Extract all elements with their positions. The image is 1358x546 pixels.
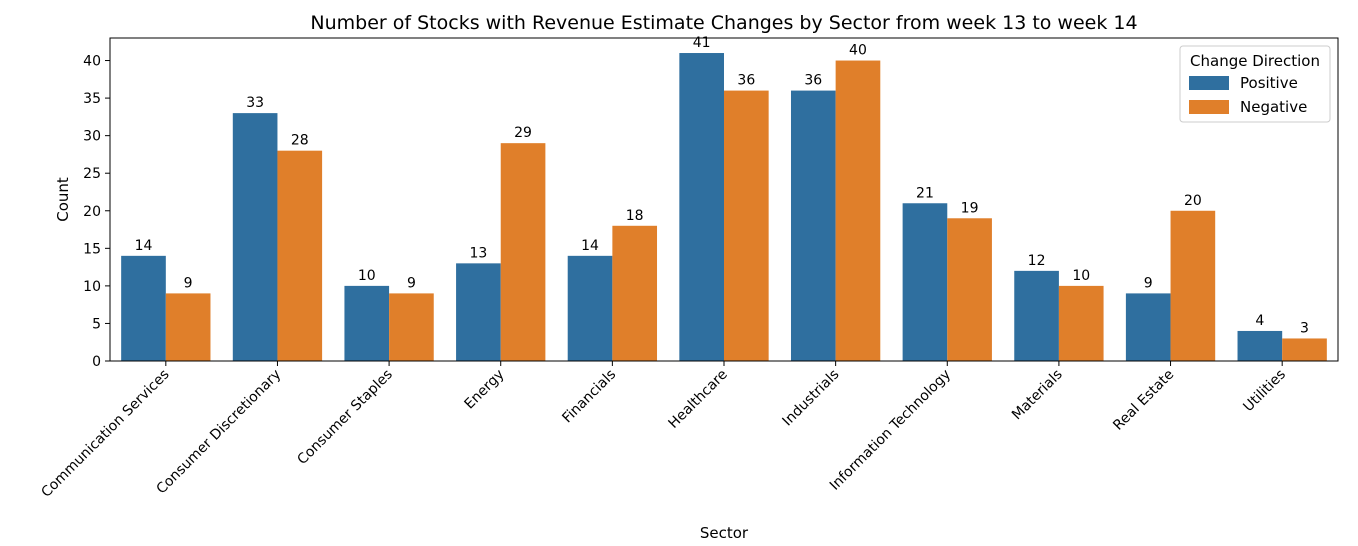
chart-title: Number of Stocks with Revenue Estimate C…: [310, 12, 1137, 34]
bar-positive: [1237, 330, 1283, 361]
y-tick-label: 15: [83, 241, 101, 257]
bar-positive: [121, 255, 166, 361]
x-tick-label: Communication Services: [38, 367, 172, 501]
legend-swatch-positive: [1189, 76, 1229, 90]
bar-value-label: 12: [1028, 253, 1046, 269]
y-tick-label: 40: [83, 54, 101, 70]
bar-positive: [232, 113, 278, 362]
x-tick-label: Information Technology: [827, 367, 954, 494]
bar-value-label: 9: [184, 275, 193, 291]
bar-value-label: 20: [1184, 193, 1202, 209]
x-tick-label: Healthcare: [666, 367, 731, 432]
legend-label-negative: Negative: [1240, 98, 1307, 116]
bar-value-label: 10: [358, 268, 376, 284]
x-tick-label: Materials: [1009, 367, 1066, 424]
bar-negative: [1058, 285, 1104, 361]
x-tick-label: Utilities: [1240, 367, 1289, 416]
bar-positive: [567, 255, 613, 361]
bar-negative: [724, 90, 769, 362]
bar-value-label: 19: [961, 200, 979, 216]
bar-negative: [612, 225, 658, 361]
bar-positive: [679, 53, 724, 361]
bar-negative: [947, 218, 992, 361]
bar-value-label: 36: [737, 73, 755, 89]
bar-value-label: 36: [804, 73, 822, 89]
bar-value-label: 29: [514, 125, 532, 141]
x-tick-label: Financials: [559, 367, 619, 427]
bar-value-label: 33: [246, 95, 264, 111]
bar-value-label: 9: [407, 275, 416, 291]
bar-positive: [1125, 293, 1171, 361]
bar-positive: [344, 285, 390, 361]
bar-negative: [165, 293, 211, 361]
bar-negative: [835, 60, 881, 362]
bar-value-label: 10: [1072, 268, 1090, 284]
bar-positive: [902, 203, 948, 361]
bar-value-label: 9: [1144, 275, 1153, 291]
x-tick-label: Industrials: [780, 367, 843, 430]
x-tick-label: Consumer Staples: [294, 367, 395, 468]
bar-value-label: 18: [626, 208, 644, 224]
bar-value-label: 14: [135, 238, 153, 254]
x-tick-label: Energy: [462, 367, 508, 413]
bar-value-label: 4: [1255, 313, 1264, 329]
y-tick-label: 5: [92, 316, 101, 332]
y-tick-label: 30: [83, 129, 101, 145]
x-axis-label: Sector: [700, 524, 749, 542]
bar-negative: [1282, 338, 1327, 361]
bar-negative: [1170, 210, 1216, 361]
bar-value-label: 28: [291, 133, 309, 149]
legend: Change Direction Positive Negative: [1179, 45, 1331, 123]
bar-value-label: 14: [581, 238, 599, 254]
y-tick-label: 25: [83, 166, 101, 182]
y-tick-label: 20: [83, 204, 101, 220]
bar-positive: [790, 90, 836, 362]
bar-positive: [1014, 270, 1059, 361]
bar-value-label: 21: [916, 185, 934, 201]
y-tick-label: 35: [83, 91, 101, 107]
bar-negative: [277, 150, 323, 361]
bar-negative: [500, 143, 546, 361]
x-tick-label: Consumer Discretionary: [153, 367, 284, 498]
bar-value-label: 13: [469, 245, 487, 261]
bar-negative: [389, 293, 434, 361]
y-axis-label: Count: [54, 177, 72, 222]
bar-positive: [456, 263, 501, 361]
x-tick-label: Real Estate: [1110, 367, 1177, 434]
legend-swatch-negative: [1189, 100, 1229, 114]
y-tick-label: 0: [92, 354, 101, 370]
legend-label-positive: Positive: [1240, 74, 1298, 92]
bar-value-label: 41: [693, 35, 711, 51]
bar-value-label: 3: [1300, 320, 1309, 336]
y-tick-label: 10: [83, 279, 101, 295]
legend-title: Change Direction: [1190, 52, 1320, 70]
bar-value-label: 40: [849, 43, 867, 59]
